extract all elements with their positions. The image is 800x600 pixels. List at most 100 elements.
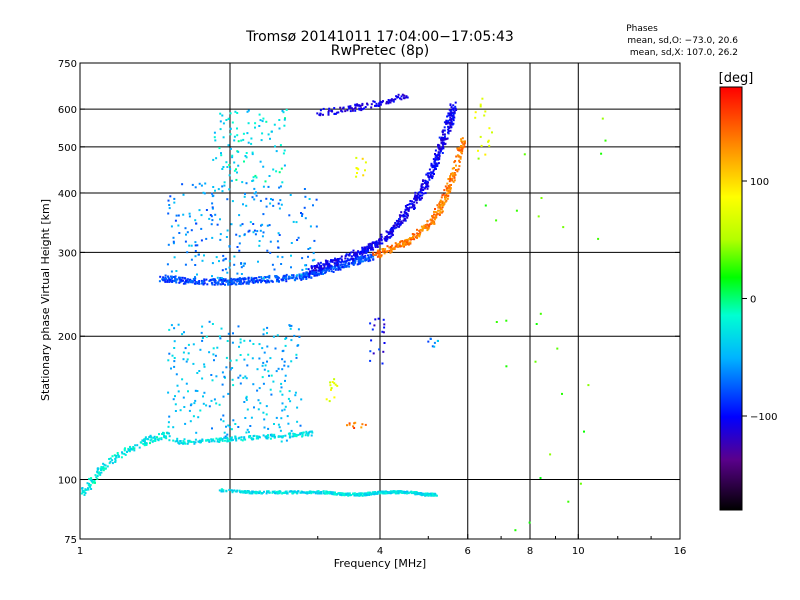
data-point bbox=[283, 274, 286, 277]
data-point bbox=[409, 237, 411, 240]
data-point bbox=[192, 415, 195, 418]
data-point bbox=[257, 281, 259, 284]
data-point bbox=[334, 264, 337, 267]
data-point bbox=[237, 140, 240, 143]
data-point bbox=[336, 111, 339, 114]
data-point bbox=[149, 434, 152, 437]
data-point bbox=[430, 162, 433, 165]
data-point bbox=[272, 335, 275, 338]
data-point bbox=[167, 212, 170, 215]
data-point bbox=[229, 439, 232, 442]
data-point bbox=[406, 216, 409, 219]
data-point bbox=[421, 226, 424, 229]
data-point bbox=[208, 351, 211, 354]
data-point bbox=[235, 359, 238, 362]
data-point bbox=[311, 273, 314, 275]
data-point bbox=[271, 491, 274, 494]
data-point bbox=[356, 253, 358, 256]
data-point bbox=[374, 243, 377, 246]
data-point bbox=[242, 490, 245, 493]
data-point bbox=[88, 482, 91, 485]
data-point bbox=[311, 491, 314, 493]
data-point bbox=[99, 467, 102, 470]
data-point bbox=[219, 238, 222, 241]
data-point bbox=[238, 277, 241, 280]
data-point bbox=[373, 241, 376, 244]
data-point bbox=[423, 493, 426, 496]
data-point bbox=[447, 125, 449, 128]
data-point bbox=[434, 153, 436, 155]
data-point bbox=[403, 218, 406, 221]
data-point bbox=[215, 437, 218, 440]
data-point bbox=[257, 399, 260, 402]
data-point bbox=[187, 352, 190, 355]
data-point bbox=[429, 338, 432, 340]
data-point bbox=[201, 337, 204, 339]
data-point bbox=[245, 182, 248, 185]
data-point bbox=[399, 241, 402, 244]
data-point bbox=[219, 120, 222, 123]
data-point bbox=[314, 491, 317, 494]
data-point bbox=[446, 115, 449, 118]
data-point bbox=[357, 256, 359, 259]
data-point bbox=[228, 245, 231, 248]
data-point bbox=[453, 161, 456, 164]
data-point bbox=[266, 249, 269, 252]
data-point bbox=[447, 128, 450, 131]
data-point bbox=[452, 107, 455, 110]
data-point bbox=[344, 255, 347, 258]
data-point bbox=[459, 146, 462, 149]
data-point bbox=[461, 147, 464, 150]
data-point bbox=[211, 195, 214, 198]
data-point bbox=[395, 219, 398, 222]
data-point bbox=[245, 152, 248, 154]
data-point bbox=[323, 263, 326, 266]
data-point bbox=[270, 198, 272, 200]
data-point bbox=[197, 416, 200, 419]
data-point bbox=[361, 423, 364, 426]
data-point bbox=[392, 229, 394, 232]
data-point bbox=[172, 276, 175, 278]
data-point bbox=[235, 178, 238, 181]
data-point bbox=[449, 184, 452, 186]
data-point bbox=[402, 219, 405, 222]
data-point bbox=[397, 245, 400, 248]
data-point bbox=[337, 259, 340, 261]
data-point bbox=[258, 125, 261, 127]
data-point bbox=[451, 177, 454, 180]
data-point bbox=[433, 345, 436, 348]
data-point bbox=[240, 438, 243, 441]
data-point bbox=[261, 223, 264, 226]
data-point bbox=[425, 173, 428, 176]
data-point bbox=[285, 490, 288, 493]
data-point bbox=[406, 96, 409, 99]
data-point bbox=[307, 432, 310, 435]
data-point bbox=[211, 323, 214, 325]
data-point bbox=[432, 169, 435, 172]
data-point bbox=[230, 179, 233, 182]
data-point bbox=[117, 455, 120, 458]
data-point bbox=[243, 280, 246, 283]
data-point bbox=[539, 477, 542, 479]
data-point bbox=[330, 109, 333, 112]
colorbar-tick-label: −100 bbox=[750, 412, 777, 423]
data-point bbox=[419, 191, 422, 194]
x-tick-label: 1 bbox=[77, 546, 83, 557]
data-point bbox=[229, 147, 232, 150]
data-point bbox=[238, 235, 241, 238]
data-point bbox=[515, 209, 518, 212]
data-point bbox=[279, 390, 282, 393]
data-point bbox=[310, 271, 313, 274]
data-point bbox=[292, 220, 295, 223]
data-point bbox=[441, 139, 444, 142]
data-point bbox=[434, 156, 437, 159]
data-point bbox=[246, 110, 249, 113]
data-point bbox=[356, 492, 358, 495]
data-point bbox=[81, 487, 84, 489]
data-point bbox=[202, 191, 205, 194]
data-point bbox=[364, 248, 366, 250]
data-point bbox=[100, 467, 103, 470]
data-point bbox=[348, 265, 351, 268]
data-point bbox=[313, 265, 316, 267]
data-point bbox=[83, 494, 86, 496]
